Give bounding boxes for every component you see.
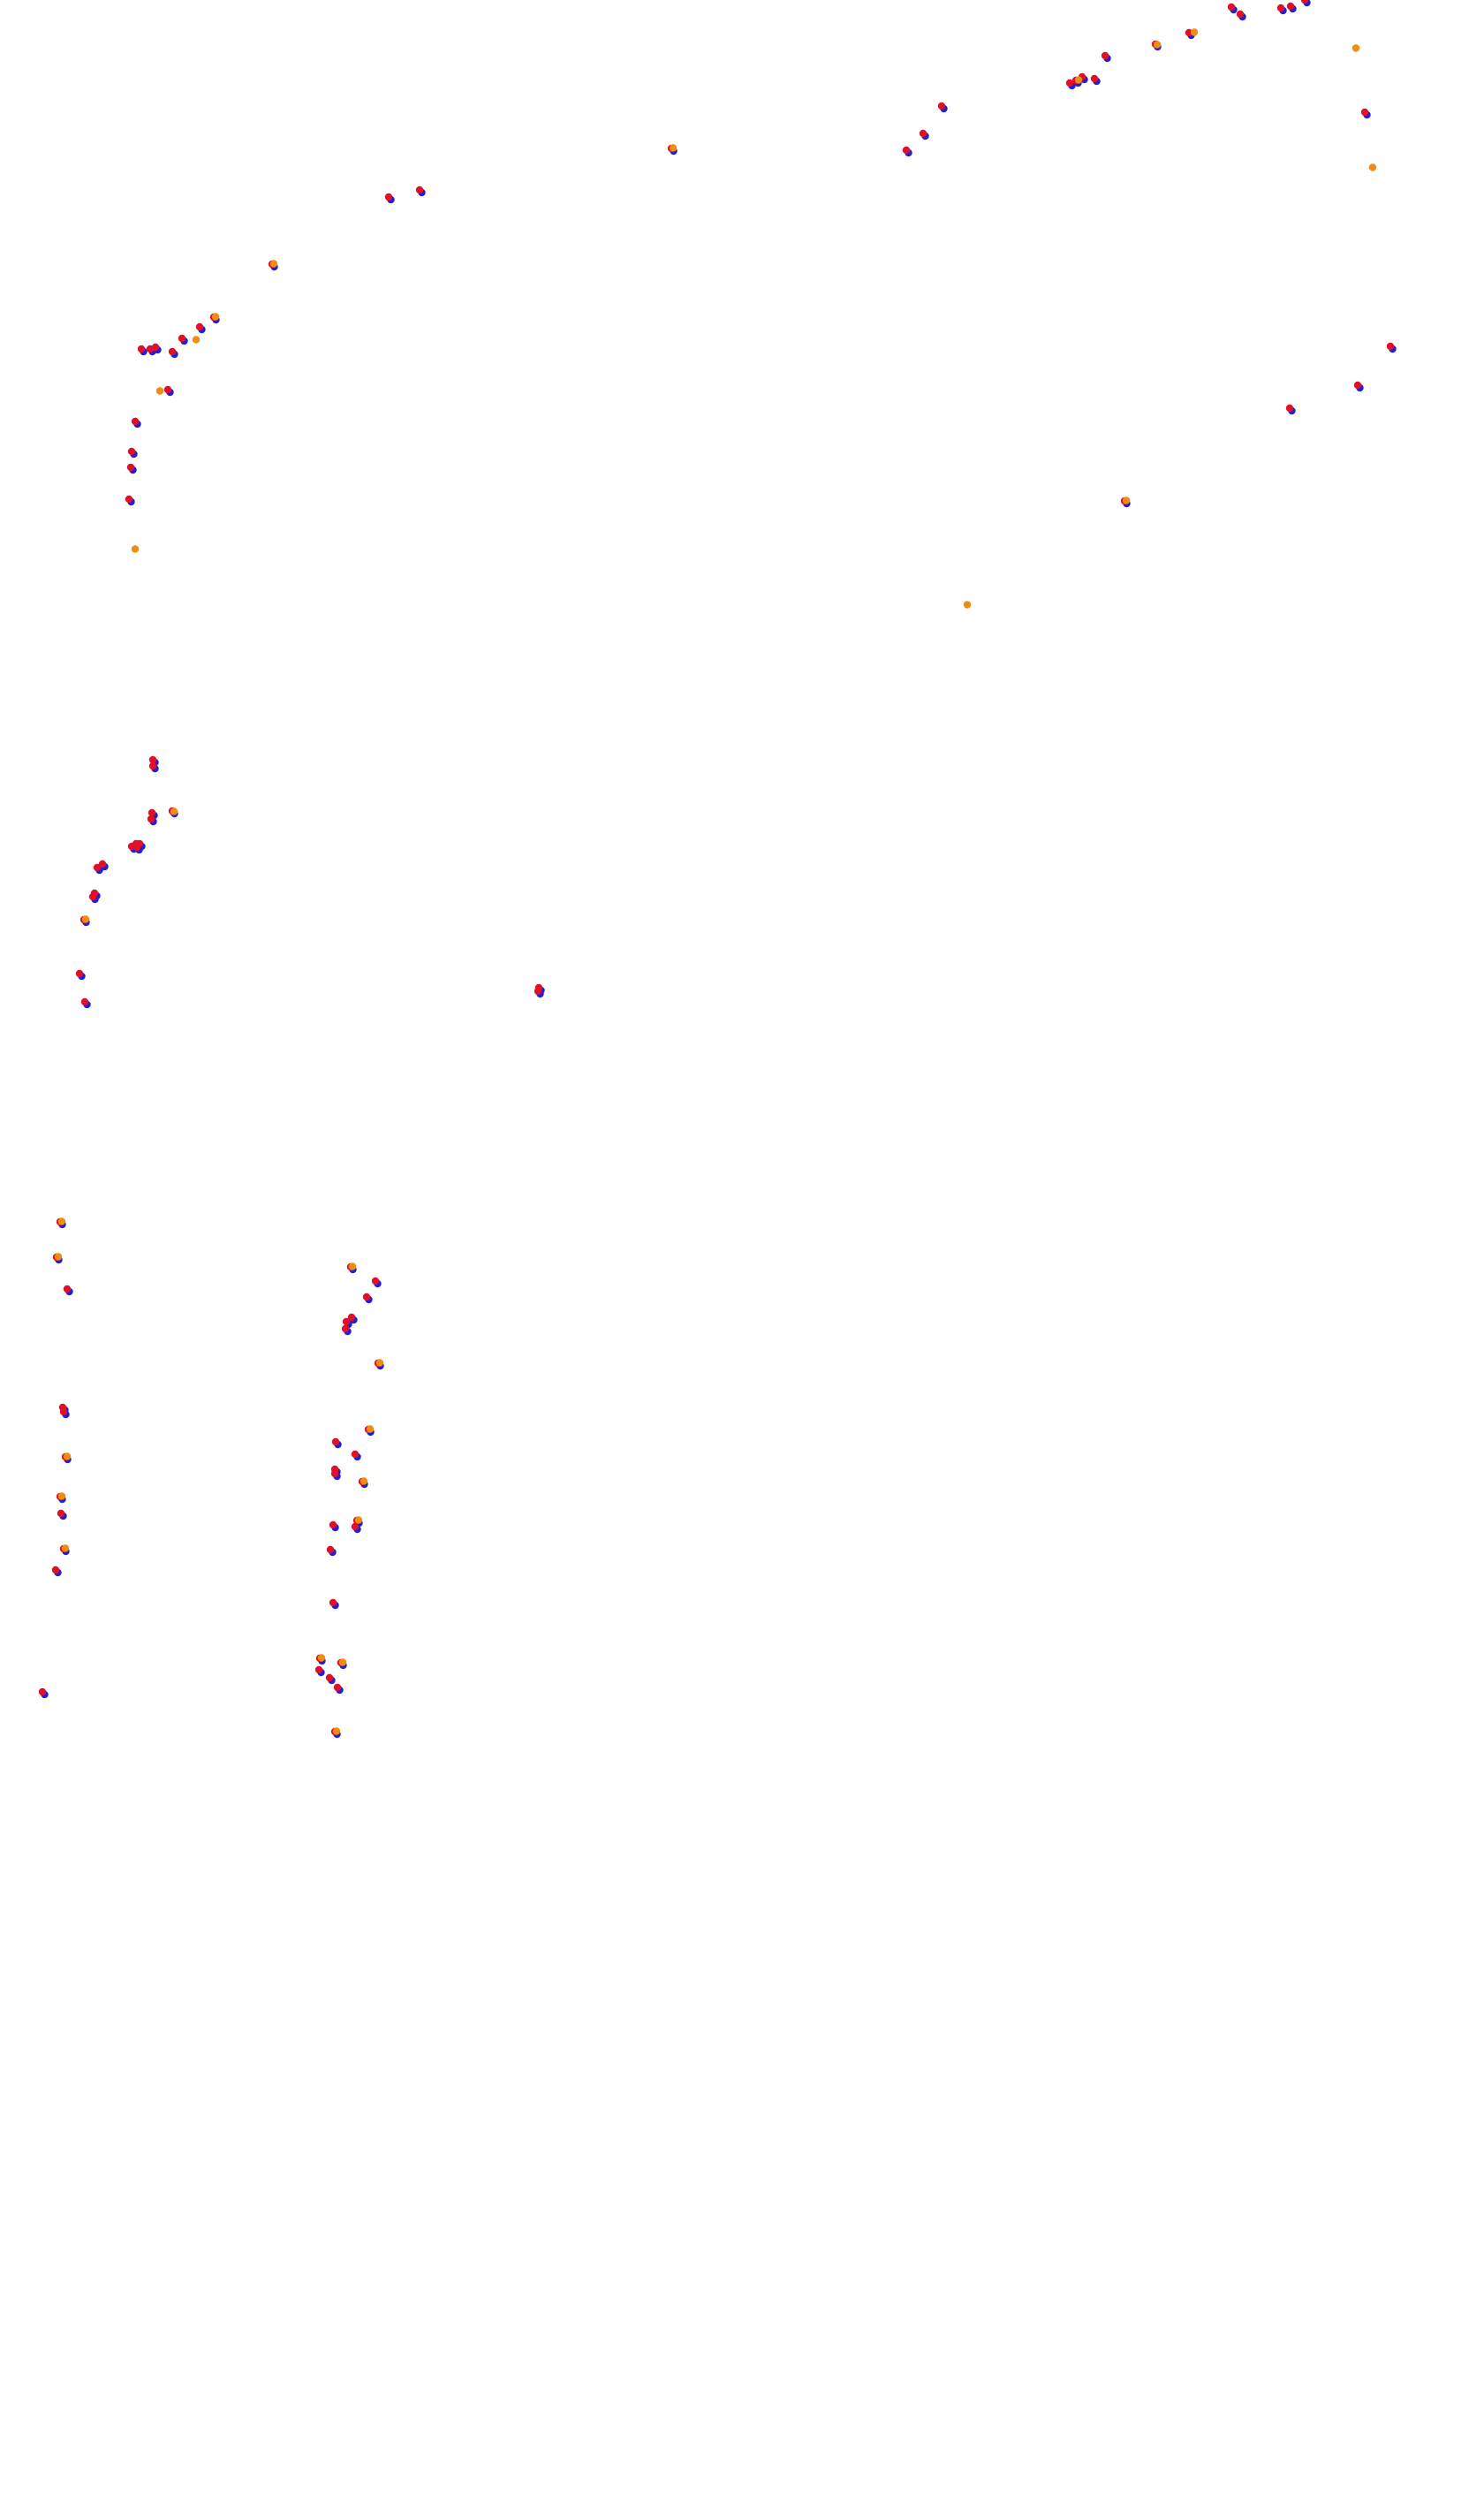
lower-left-column-orange-dot-1	[54, 1253, 63, 1261]
upper-arc-cluster-red-dot-32	[1386, 342, 1395, 351]
lower-right-column-red-dot-22	[333, 1683, 342, 1692]
lower-right-column-red-dot-4	[342, 1317, 351, 1326]
upper-arc-cluster-red-dot-24	[146, 345, 155, 353]
upper-arc-cluster-red-dot-11	[1065, 79, 1074, 87]
upper-arc-cluster-red-dot-28	[127, 447, 136, 456]
upper-arc-cluster-red-dot-13	[919, 129, 928, 138]
upper-arc-cluster-red-dot-3	[1276, 4, 1285, 12]
upper-arc-cluster-red-dot-22	[168, 347, 177, 356]
upper-arc-cluster-red-dot-2	[1236, 10, 1245, 19]
lower-right-column-red-dot-1	[371, 1277, 380, 1285]
middle-cluster-orange-dot-1	[81, 915, 90, 923]
dots-layer	[38, 0, 1397, 1739]
upper-arc-cluster-red-dot-29	[126, 463, 135, 472]
lower-right-column-red-dot-16	[326, 1545, 335, 1554]
upper-arc-cluster-red-dot-17	[384, 193, 393, 201]
lower-left-column-orange-dot-4	[61, 1544, 70, 1552]
upper-arc-cluster-orange-dot-3	[1153, 41, 1162, 49]
lower-right-column-red-dot-21	[325, 1673, 334, 1682]
lower-right-column-red-dot-5	[341, 1324, 350, 1333]
middle-cluster-red-dot-17	[534, 987, 542, 996]
lower-left-column-orange-dot-0	[57, 1217, 66, 1225]
upper-arc-cluster-orange-dot-5	[669, 144, 678, 152]
upper-arc-cluster-red-dot-30	[125, 495, 133, 504]
upper-arc-cluster-orange-dot-8	[192, 336, 201, 344]
middle-cluster-red-dot-10	[93, 863, 102, 872]
middle-cluster-red-dot-1	[148, 762, 157, 770]
middle-cluster-red-dot-8	[132, 839, 140, 848]
upper-arc-cluster-orange-dot-10	[131, 545, 140, 553]
upper-arc-cluster-orange-dot-7	[211, 313, 220, 321]
lower-right-column-red-dot-14	[329, 1520, 337, 1529]
lower-right-column-red-dot-17	[329, 1598, 337, 1607]
upper-arc-cluster-red-dot-16	[415, 186, 424, 194]
lower-right-column-orange-dot-2	[366, 1425, 375, 1433]
middle-cluster-red-dot-9	[98, 860, 107, 868]
lower-left-column-red-dot-9	[51, 1566, 60, 1574]
lower-right-column-red-dot-15	[351, 1522, 360, 1531]
lower-left-column-red-dot-10	[38, 1687, 47, 1696]
lower-right-column-orange-dot-0	[348, 1262, 357, 1270]
upper-arc-cluster-orange-dot-9	[155, 387, 164, 395]
lower-right-column-orange-dot-3	[360, 1477, 368, 1485]
upper-arc-cluster-red-dot-4	[1286, 2, 1295, 11]
upper-arc-cluster-orange-dot-0	[1352, 44, 1360, 52]
lower-left-column-orange-dot-3	[57, 1492, 66, 1500]
upper-arc-cluster-orange-dot-1	[1368, 163, 1377, 171]
middle-cluster-red-dot-12	[88, 892, 97, 901]
upper-arc-cluster-red-dot-34	[1285, 404, 1294, 413]
lower-right-column-orange-dot-5	[317, 1654, 326, 1662]
upper-arc-cluster-red-dot-20	[195, 322, 204, 331]
upper-arc-cluster-orange-dot-11	[963, 601, 972, 609]
lower-left-column-red-dot-7	[57, 1509, 65, 1518]
upper-arc-cluster-red-dot-21	[178, 334, 186, 343]
upper-arc-cluster-red-dot-8	[1090, 74, 1099, 83]
lower-right-column-orange-dot-6	[338, 1658, 347, 1666]
upper-arc-cluster-red-dot-27	[131, 417, 140, 426]
upper-arc-cluster-orange-dot-12	[1122, 497, 1131, 504]
middle-cluster-red-dot-0	[148, 755, 157, 764]
upper-arc-cluster-red-dot-0	[1300, 0, 1309, 4]
upper-arc-cluster-orange-dot-4	[1074, 76, 1083, 84]
upper-arc-cluster-red-dot-12	[937, 102, 946, 110]
upper-arc-cluster-red-dot-7	[1101, 51, 1109, 60]
upper-arc-cluster-orange-dot-2	[1190, 28, 1199, 36]
lower-right-column-red-dot-11	[330, 1469, 339, 1478]
middle-cluster-red-dot-4	[147, 815, 155, 823]
upper-arc-cluster-red-dot-1	[1227, 3, 1236, 11]
middle-cluster-red-dot-15	[80, 997, 89, 1006]
lower-left-column-orange-dot-2	[63, 1452, 72, 1460]
upper-arc-cluster-red-dot-26	[163, 385, 172, 394]
upper-arc-cluster-red-dot-14	[902, 146, 911, 155]
lower-right-column-red-dot-3	[347, 1313, 356, 1322]
lower-right-column-orange-dot-4	[354, 1516, 363, 1524]
lower-left-column-red-dot-2	[63, 1285, 72, 1293]
upper-arc-cluster-red-dot-5	[1185, 28, 1193, 37]
upper-arc-cluster-orange-dot-6	[269, 260, 278, 268]
middle-cluster-orange-dot-0	[170, 807, 178, 815]
middle-cluster-red-dot-3	[148, 808, 156, 817]
middle-cluster-red-dot-14	[75, 969, 84, 978]
lower-right-column-red-dot-2	[362, 1293, 371, 1301]
lower-right-column-red-dot-9	[351, 1450, 360, 1459]
lower-left-column-red-dot-4	[59, 1407, 68, 1416]
upper-arc-cluster-red-dot-25	[137, 345, 146, 353]
lower-right-column-orange-dot-1	[375, 1359, 384, 1367]
lower-right-column-orange-dot-7	[332, 1727, 341, 1735]
upper-arc-cluster-red-dot-31	[1360, 108, 1369, 117]
lower-right-column-red-dot-8	[331, 1437, 340, 1446]
lower-right-column-red-dot-20	[314, 1665, 323, 1674]
upper-arc-cluster-red-dot-33	[1353, 381, 1362, 390]
